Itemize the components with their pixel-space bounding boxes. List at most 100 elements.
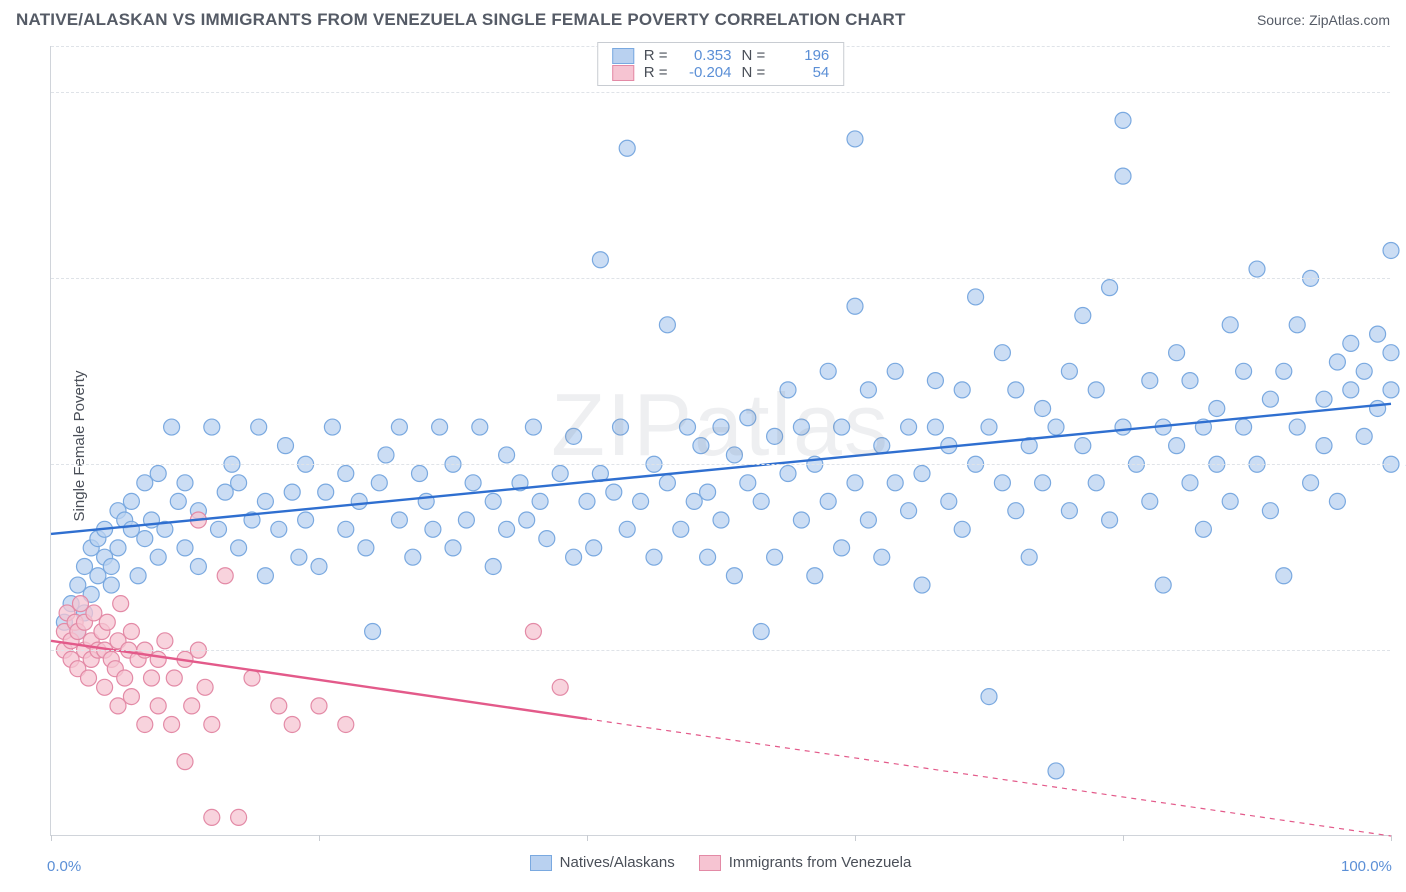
data-point [432,419,448,435]
data-point [914,577,930,593]
data-point [1075,308,1091,324]
data-point [465,475,481,491]
legend-stats-row-1: R = 0.353 N = 196 [612,47,830,64]
data-point [994,475,1010,491]
data-point [405,549,421,565]
data-point [726,447,742,463]
data-point [204,419,220,435]
data-point [914,466,930,482]
data-point [767,549,783,565]
data-point [1088,475,1104,491]
data-point [981,689,997,705]
data-point [90,568,106,584]
data-point [311,698,327,714]
data-point [1356,363,1372,379]
data-point [284,484,300,500]
data-point [103,558,119,574]
data-point [1061,363,1077,379]
r-label: R = [644,64,668,81]
source-label: Source: ZipAtlas.com [1257,12,1390,28]
gridline [51,92,1390,93]
data-point [552,466,568,482]
r-value-natives: 0.353 [678,47,732,64]
data-point [847,475,863,491]
data-point [177,754,193,770]
data-point [144,670,160,686]
data-point [633,493,649,509]
data-point [1075,438,1091,454]
data-point [445,540,461,556]
data-point [901,503,917,519]
data-point [566,549,582,565]
data-point [311,558,327,574]
data-point [324,419,340,435]
data-point [257,568,273,584]
data-point [412,466,428,482]
swatch-venezuela [699,855,721,871]
data-point [103,577,119,593]
data-point [1370,400,1386,416]
data-point [391,419,407,435]
data-point [166,670,182,686]
x-tick [587,835,588,841]
data-point [150,651,166,667]
data-point [767,428,783,444]
data-point [177,475,193,491]
data-point [1222,317,1238,333]
data-point [231,809,247,825]
data-point [860,382,876,398]
data-point [780,466,796,482]
data-point [525,624,541,640]
data-point [217,484,233,500]
data-point [1182,475,1198,491]
data-point [1048,763,1064,779]
data-point [713,419,729,435]
data-point [753,493,769,509]
data-point [184,698,200,714]
data-point [1169,345,1185,361]
data-point [1102,512,1118,528]
data-point [525,419,541,435]
data-point [123,493,139,509]
data-point [284,716,300,732]
trendline-dashed [587,719,1391,836]
data-point [113,596,129,612]
data-point [1316,438,1332,454]
data-point [231,475,247,491]
n-label: N = [742,64,766,81]
data-point [72,596,88,612]
data-point [70,577,86,593]
data-point [244,670,260,686]
data-point [820,363,836,379]
data-point [197,679,213,695]
data-point [130,568,146,584]
data-point [472,419,488,435]
data-point [1035,475,1051,491]
data-point [211,521,227,537]
data-point [1115,168,1131,184]
data-point [365,624,381,640]
swatch-venezuela [612,65,634,81]
data-point [994,345,1010,361]
data-point [251,419,267,435]
data-point [338,716,354,732]
data-point [941,493,957,509]
data-point [539,531,555,547]
data-point [579,493,595,509]
data-point [378,447,394,463]
chart-plot-area: R = 0.353 N = 196 R = -0.204 N = 54 ZIPa… [50,46,1390,836]
data-point [338,521,354,537]
data-point [485,493,501,509]
legend-item-venezuela: Immigrants from Venezuela [699,854,912,871]
data-point [1142,493,1158,509]
data-point [77,558,93,574]
x-tick-label: 0.0% [47,858,81,875]
data-point [927,419,943,435]
data-point [1383,382,1399,398]
data-point [123,624,139,640]
data-point [834,419,850,435]
data-point [726,568,742,584]
data-point [968,289,984,305]
x-tick [1391,835,1392,841]
data-point [700,549,716,565]
